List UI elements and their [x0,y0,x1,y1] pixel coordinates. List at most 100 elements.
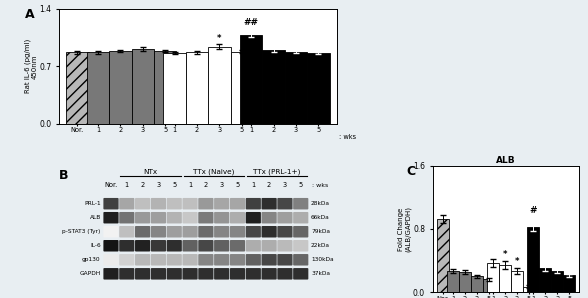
Text: 66kDa: 66kDa [311,215,330,220]
FancyBboxPatch shape [182,240,198,252]
Text: NTx: NTx [143,169,158,175]
FancyBboxPatch shape [214,212,229,224]
Bar [527,226,539,292]
FancyBboxPatch shape [246,240,261,252]
Text: *: * [531,212,536,221]
FancyBboxPatch shape [135,198,150,209]
Bar [154,51,176,124]
Bar [66,52,89,124]
Text: **: ** [248,23,255,32]
Text: *: * [217,34,222,43]
FancyBboxPatch shape [198,198,213,209]
FancyBboxPatch shape [151,212,166,224]
Text: C: C [406,164,416,178]
Text: 1: 1 [125,182,129,188]
FancyBboxPatch shape [182,198,198,209]
FancyBboxPatch shape [119,240,135,252]
FancyBboxPatch shape [214,268,229,280]
Text: p-STAT3 (Tyr): p-STAT3 (Tyr) [62,229,101,234]
Text: 5: 5 [299,182,303,188]
FancyBboxPatch shape [103,198,119,209]
FancyBboxPatch shape [166,226,182,238]
FancyBboxPatch shape [198,240,213,252]
FancyBboxPatch shape [103,212,119,224]
FancyBboxPatch shape [119,226,135,238]
Text: 5: 5 [172,182,176,188]
FancyBboxPatch shape [246,198,261,209]
FancyBboxPatch shape [119,254,135,266]
FancyBboxPatch shape [151,254,166,266]
Text: #: # [530,206,537,215]
FancyBboxPatch shape [278,198,292,209]
Bar [109,51,132,124]
Text: *: * [515,257,519,266]
Bar [471,276,483,292]
Text: A: A [25,8,35,21]
FancyBboxPatch shape [262,254,277,266]
Bar [186,52,208,124]
Text: : wks: : wks [339,134,356,139]
Text: 28kDa: 28kDa [311,201,330,206]
FancyBboxPatch shape [103,240,119,252]
FancyBboxPatch shape [151,240,166,252]
FancyBboxPatch shape [119,212,135,224]
Text: 3: 3 [283,182,287,188]
FancyBboxPatch shape [230,240,245,252]
FancyBboxPatch shape [135,240,150,252]
Bar [523,286,535,292]
FancyBboxPatch shape [119,268,135,280]
Text: *: * [503,250,507,259]
Text: Nor.: Nor. [104,182,118,188]
FancyBboxPatch shape [198,268,213,280]
Text: gp130: gp130 [82,257,101,262]
FancyBboxPatch shape [135,212,150,224]
FancyBboxPatch shape [246,254,261,266]
FancyBboxPatch shape [230,268,245,280]
Bar [308,53,330,124]
FancyBboxPatch shape [246,226,261,238]
FancyBboxPatch shape [214,240,229,252]
Text: *: * [555,258,560,267]
FancyBboxPatch shape [214,198,229,209]
FancyBboxPatch shape [151,268,166,280]
Bar [539,268,552,292]
Bar [552,271,563,292]
FancyBboxPatch shape [198,212,213,224]
FancyBboxPatch shape [182,254,198,266]
Bar [447,271,459,292]
Bar [262,50,285,124]
Bar [483,280,495,292]
FancyBboxPatch shape [293,240,308,252]
FancyBboxPatch shape [278,240,292,252]
FancyBboxPatch shape [293,226,308,238]
FancyBboxPatch shape [103,226,119,238]
Text: 3: 3 [219,182,224,188]
FancyBboxPatch shape [293,268,308,280]
FancyBboxPatch shape [278,226,292,238]
FancyBboxPatch shape [246,212,261,224]
Bar [487,263,499,292]
Text: TTx (PRL-1+): TTx (PRL-1+) [253,168,300,175]
FancyBboxPatch shape [214,254,229,266]
Text: 2: 2 [141,182,145,188]
Text: GAPDH: GAPDH [79,271,101,276]
Bar [511,271,523,292]
Text: 5: 5 [235,182,240,188]
Bar [437,219,449,292]
FancyBboxPatch shape [119,198,135,209]
FancyBboxPatch shape [166,198,182,209]
Bar [240,35,262,124]
FancyBboxPatch shape [278,212,292,224]
Y-axis label: Rat IL-6 (pg/ml)
450nm: Rat IL-6 (pg/ml) 450nm [24,39,38,94]
Text: ##: ## [243,18,259,27]
Text: 130kDa: 130kDa [311,257,333,262]
Bar [132,49,154,124]
FancyBboxPatch shape [293,212,308,224]
FancyBboxPatch shape [103,254,119,266]
FancyBboxPatch shape [214,226,229,238]
FancyBboxPatch shape [166,254,182,266]
FancyBboxPatch shape [135,254,150,266]
Text: 22kDa: 22kDa [311,243,330,248]
FancyBboxPatch shape [278,268,292,280]
FancyBboxPatch shape [230,226,245,238]
